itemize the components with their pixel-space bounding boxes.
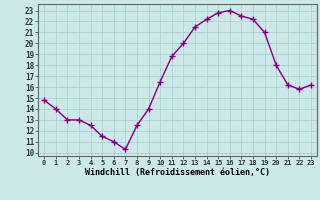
X-axis label: Windchill (Refroidissement éolien,°C): Windchill (Refroidissement éolien,°C) <box>85 168 270 177</box>
